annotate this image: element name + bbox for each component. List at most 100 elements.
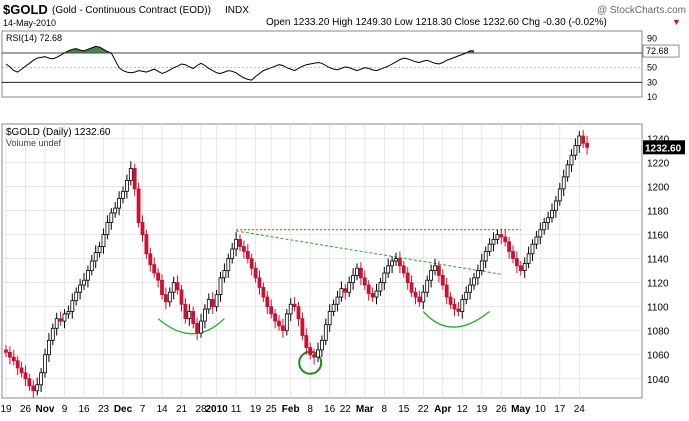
left-shoulder-curve — [157, 318, 225, 335]
candle-body — [515, 258, 519, 267]
candle-body — [304, 335, 309, 348]
candle-body — [417, 296, 422, 303]
candle-body — [362, 277, 367, 286]
candle-body — [382, 272, 387, 284]
candle-body — [191, 311, 196, 324]
x-tick-label: 11 — [231, 404, 242, 415]
x-tick-label: 19 — [0, 404, 12, 415]
candle-body — [573, 145, 578, 156]
candle-body — [534, 236, 539, 245]
candle-body — [448, 296, 453, 305]
candle-body — [554, 200, 558, 211]
candle-body — [327, 311, 332, 326]
candle-body — [257, 277, 262, 288]
symbol-description: (Gold - Continuous Contract (EOD)) — [52, 5, 211, 16]
candle-body — [27, 378, 32, 387]
candle-body — [78, 284, 82, 293]
candle-body — [195, 323, 200, 334]
candle-body — [440, 275, 445, 286]
rsi-overbought-fill — [6, 46, 474, 53]
x-tick-label: 19 — [476, 404, 488, 415]
candle-body — [35, 384, 40, 392]
x-tick-label: 16 — [324, 404, 336, 415]
price-tick-label: 1140 — [647, 255, 669, 266]
candle-body — [444, 284, 449, 298]
candle-body — [370, 293, 375, 298]
x-tick-label: 17 — [554, 404, 566, 415]
candle-body — [425, 279, 430, 293]
candle-body — [273, 313, 278, 322]
x-tick-label: 25 — [266, 404, 278, 415]
candle-body — [511, 250, 515, 259]
candle-body — [409, 282, 414, 293]
candle-body — [479, 260, 484, 272]
x-tick-label: 10 — [535, 404, 547, 415]
candle-body — [487, 243, 492, 252]
candle-body — [394, 258, 398, 262]
candle-body — [206, 299, 211, 310]
candle-body — [366, 284, 371, 294]
last-price-label: 1232.60 — [645, 143, 682, 154]
x-tick-label: Nov — [36, 404, 55, 415]
candle-body — [70, 300, 75, 312]
candle-body — [355, 267, 359, 276]
rsi-value-box — [642, 44, 680, 58]
exchange-label: INDX — [225, 5, 249, 16]
candle-body — [550, 210, 554, 219]
candle-body — [74, 291, 79, 302]
candle-body — [433, 265, 437, 272]
candle-body — [19, 367, 24, 374]
candle-body — [300, 318, 305, 336]
price-tick-label: 1160 — [647, 231, 669, 242]
x-tick-label: 2010 — [205, 404, 228, 415]
candle-body — [199, 320, 203, 334]
symbol-title: $GOLD — [3, 2, 48, 17]
candle-body — [518, 265, 523, 272]
candle-body — [499, 234, 504, 238]
price-tick-label: 1180 — [647, 207, 669, 218]
rsi-label: RSI(14) 72.68 — [6, 33, 62, 43]
last-price-box — [643, 140, 685, 155]
candle-body — [47, 339, 51, 356]
candle-body — [436, 265, 441, 276]
rsi-tick-label: 90 — [647, 33, 657, 43]
candle-body — [323, 324, 328, 341]
candles — [4, 130, 589, 398]
candle-body — [50, 327, 55, 341]
rsi-line — [5, 45, 475, 81]
candle-body — [316, 349, 320, 358]
x-tick-label: 7 — [140, 404, 146, 415]
candle-body — [296, 306, 301, 320]
rsi-plot — [2, 45, 642, 83]
candle-body — [585, 142, 589, 148]
candle-body — [526, 253, 531, 264]
candle-body — [522, 263, 527, 272]
candle-body — [160, 279, 164, 296]
candle-body — [101, 234, 106, 247]
candle-body — [429, 270, 434, 281]
candle-body — [253, 267, 258, 279]
x-tick-label: 19 — [250, 404, 262, 415]
candle-body — [452, 303, 457, 310]
candle-body — [89, 260, 94, 272]
candle-body — [390, 260, 395, 267]
candle-body — [538, 229, 543, 238]
candle-body — [284, 313, 289, 332]
candle-body — [163, 294, 168, 303]
candle-body — [136, 188, 141, 223]
price-axis: 1040 1060 1080 1100 1120 1140 1160 1180 1200 1220… — [643, 134, 685, 386]
price-tick-label: 1060 — [647, 351, 670, 362]
candle-body — [456, 308, 461, 312]
x-tick-label: 15 — [398, 404, 410, 415]
candle-body — [475, 270, 480, 279]
candle-body — [144, 234, 149, 255]
candle-body — [331, 303, 336, 312]
candle-body — [483, 250, 488, 262]
candle-body — [245, 250, 250, 259]
x-tick-label: Dec — [114, 404, 133, 415]
candle-body — [397, 258, 402, 267]
candle-body — [187, 311, 192, 320]
candle-body — [218, 277, 223, 296]
candle-body — [58, 318, 63, 322]
rsi-panel — [1, 30, 643, 98]
